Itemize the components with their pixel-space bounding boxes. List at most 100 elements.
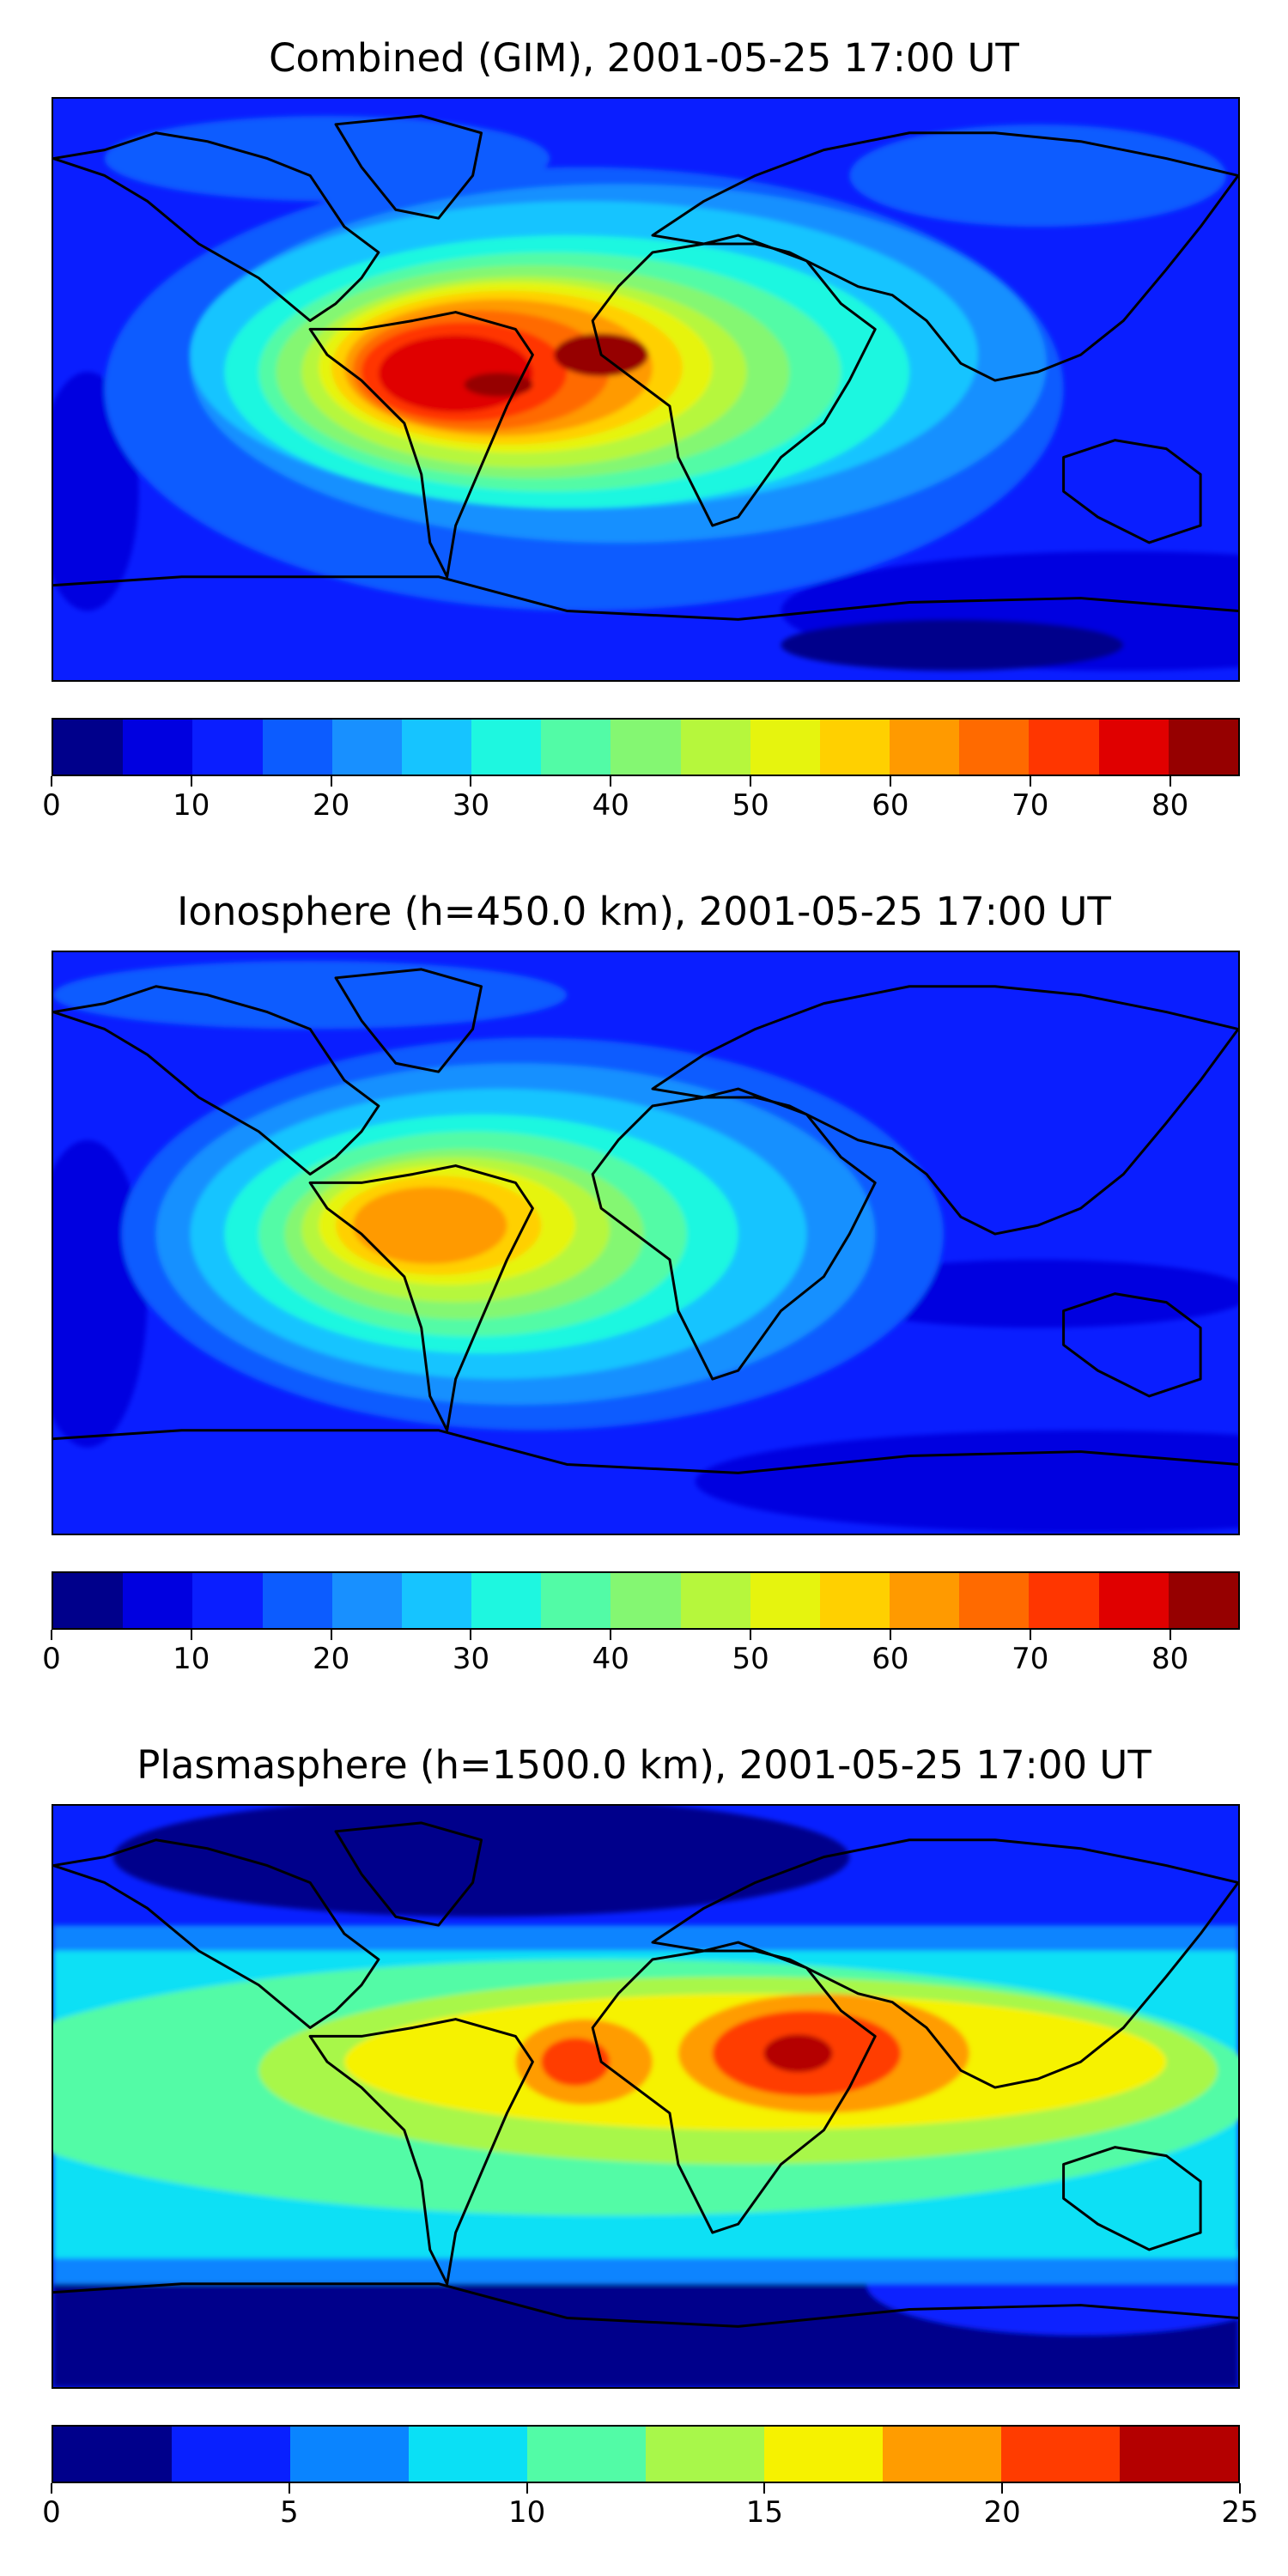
colorbar-tick-label: 0: [42, 2495, 61, 2530]
panel-1-title: Combined (GIM), 2001-05-25 17:00 UT: [269, 35, 1019, 81]
coastlines: [53, 114, 1238, 621]
panel-1-colorbar: [52, 718, 1240, 776]
colorbar-tick: [1001, 2483, 1004, 2494]
colorbar-segment: [541, 720, 611, 775]
colorbar-segment: [819, 1573, 890, 1628]
colorbar-segment: [750, 1573, 820, 1628]
colorbar-tick: [526, 2483, 528, 2494]
colorbar-tick-label: 40: [592, 1642, 629, 1676]
colorbar-tick: [610, 776, 612, 787]
colorbar-segment: [53, 1573, 124, 1628]
colorbar-segment: [262, 1573, 332, 1628]
colorbar-segment: [646, 2427, 764, 2482]
colorbar-tick: [1239, 2483, 1241, 2494]
colorbar-tick-label: 25: [1221, 2495, 1259, 2530]
colorbar-segment: [1029, 1573, 1099, 1628]
colorbar-segment: [1098, 720, 1169, 775]
colorbar-segment: [123, 1573, 193, 1628]
colorbar-tick-label: 20: [983, 2495, 1021, 2530]
colorbar-tick: [1029, 776, 1031, 787]
colorbar-tick-label: 40: [592, 788, 629, 823]
colorbar-tick-label: 10: [173, 788, 210, 823]
colorbar-segment: [959, 1573, 1030, 1628]
colorbar-tick-label: 30: [452, 788, 490, 823]
colorbar-segment: [680, 720, 750, 775]
colorbar-tick: [190, 776, 192, 787]
colorbar-tick-label: 60: [872, 788, 909, 823]
colorbar-tick: [1029, 1630, 1031, 1640]
colorbar-tick-label: 10: [173, 1642, 210, 1676]
colorbar-tick: [190, 1630, 192, 1640]
colorbar-segment: [1001, 2427, 1120, 2482]
coastlines: [53, 968, 1238, 1474]
colorbar-tick-label: 0: [42, 788, 61, 823]
colorbar-tick: [750, 776, 752, 787]
colorbar-tick: [750, 1630, 752, 1640]
colorbar-segment: [680, 1573, 750, 1628]
colorbar-segment: [819, 720, 890, 775]
panel-2-map: [52, 951, 1240, 1535]
colorbar-tick: [610, 1630, 612, 1640]
colorbar-tick-label: 20: [313, 1642, 350, 1676]
colorbar-tick-label: 70: [1012, 1642, 1049, 1676]
colorbar-segment: [401, 1573, 472, 1628]
colorbar-tick: [288, 2483, 290, 2494]
colorbar-segment: [883, 2427, 1001, 2482]
panel-2-colorbar: [52, 1571, 1240, 1630]
colorbar-segment: [1168, 1573, 1238, 1628]
colorbar-segment: [262, 720, 332, 775]
colorbar-segment: [53, 720, 124, 775]
colorbar-tick-label: 0: [42, 1642, 61, 1676]
colorbar-tick: [889, 776, 891, 787]
panel-3-map: [52, 1804, 1240, 2389]
colorbar-segment: [401, 720, 472, 775]
colorbar-segment: [331, 720, 402, 775]
colorbar-segment: [527, 2427, 646, 2482]
colorbar-segment: [890, 1573, 960, 1628]
panel-3-colorbar: [52, 2425, 1240, 2483]
colorbar-tick: [889, 1630, 891, 1640]
colorbar-tick-label: 80: [1151, 788, 1189, 823]
colorbar-tick: [330, 1630, 332, 1640]
colorbar-segment: [331, 1573, 402, 1628]
colorbar-segment: [1120, 2427, 1238, 2482]
panel-2-title: Ionosphere (h=450.0 km), 2001-05-25 17:0…: [177, 889, 1111, 934]
colorbar-tick: [51, 776, 52, 787]
colorbar-tick-label: 70: [1012, 788, 1049, 823]
colorbar-segment: [611, 720, 681, 775]
colorbar-segment: [890, 720, 960, 775]
colorbar-tick-label: 80: [1151, 1642, 1189, 1676]
panel-1-map: [52, 97, 1240, 682]
colorbar-segment: [409, 2427, 527, 2482]
colorbar-tick-label: 50: [732, 788, 769, 823]
colorbar-tick: [470, 1630, 472, 1640]
colorbar-tick-label: 10: [507, 2495, 546, 2530]
coastlines: [53, 1821, 1238, 2328]
colorbar-tick: [1169, 1630, 1171, 1640]
colorbar-segment: [192, 720, 263, 775]
colorbar-segment: [541, 1573, 611, 1628]
colorbar-segment: [959, 720, 1030, 775]
colorbar-segment: [1168, 720, 1238, 775]
colorbar-tick-label: 60: [872, 1642, 909, 1676]
colorbar-tick-label: 50: [732, 1642, 769, 1676]
colorbar-tick: [1169, 776, 1171, 787]
colorbar-segment: [290, 2427, 409, 2482]
colorbar-segment: [750, 720, 820, 775]
colorbar-tick: [470, 776, 472, 787]
colorbar-segment: [471, 720, 542, 775]
colorbar-tick-label: 5: [279, 2495, 299, 2530]
colorbar-segment: [53, 2427, 172, 2482]
colorbar-tick-label: 30: [452, 1642, 490, 1676]
colorbar-segment: [1029, 720, 1099, 775]
colorbar-tick: [330, 776, 332, 787]
panel-3-title: Plasmasphere (h=1500.0 km), 2001-05-25 1…: [137, 1742, 1151, 1788]
colorbar-segment: [123, 720, 193, 775]
colorbar-tick-label: 15: [745, 2495, 784, 2530]
colorbar-segment: [764, 2427, 883, 2482]
contour-fill: [53, 1806, 1238, 2387]
colorbar-tick: [51, 2483, 52, 2494]
colorbar-segment: [471, 1573, 542, 1628]
colorbar-segment: [611, 1573, 681, 1628]
colorbar-tick: [763, 2483, 766, 2494]
